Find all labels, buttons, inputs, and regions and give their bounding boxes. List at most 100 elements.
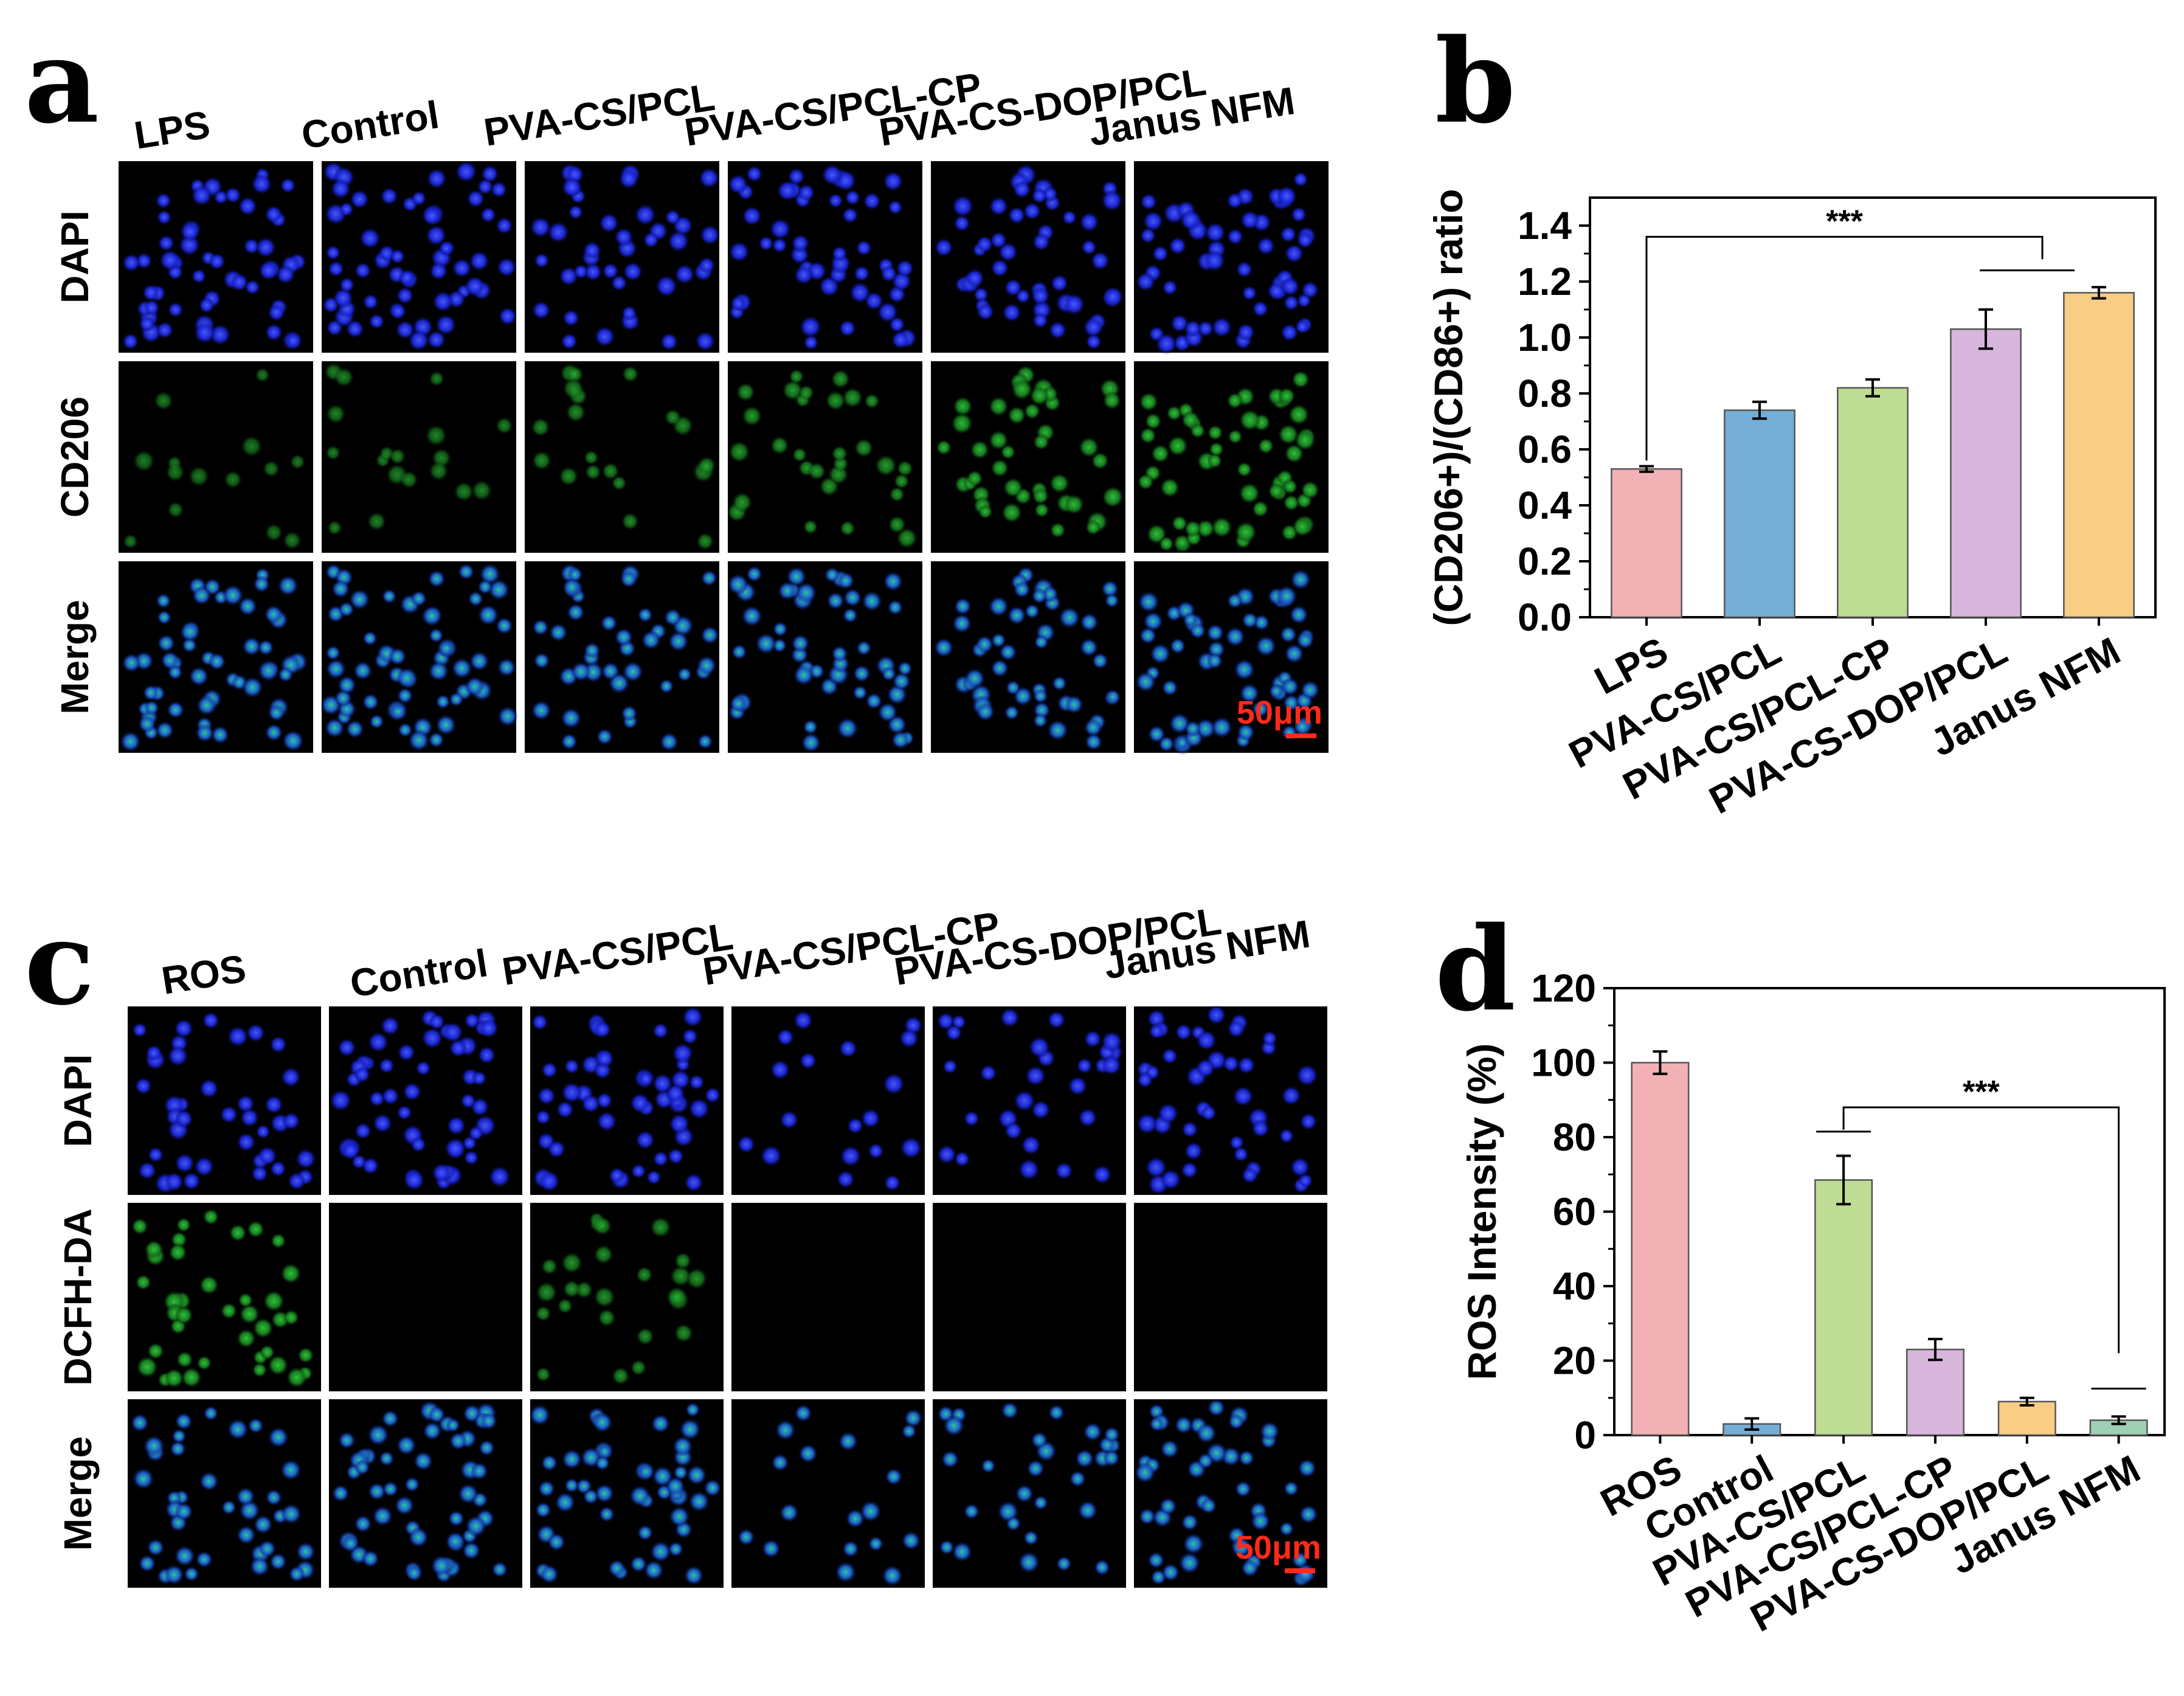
a-image-cd206-control bbox=[322, 361, 516, 553]
d-y-tick-label: 120 bbox=[1531, 966, 1596, 1010]
c-image-merge-ros bbox=[128, 1399, 321, 1588]
b-y-tick-label: 1.4 bbox=[1518, 204, 1572, 247]
c-image-dapi-janus-nfm bbox=[1134, 1005, 1327, 1195]
panel-b-bar-chart: 0.00.20.40.60.81.01.21.4LPSPVA-CS/PCLPVA… bbox=[1426, 189, 2157, 822]
d-significance-label: *** bbox=[1963, 1075, 2000, 1110]
c-scale-bar-label: 50μm bbox=[1235, 1529, 1321, 1566]
d-significance-bracket bbox=[1842, 1106, 2146, 1390]
a-image-merge-control bbox=[320, 561, 518, 753]
c-image-dcfh-da-janus-nfm bbox=[1134, 1203, 1327, 1391]
d-error-bar-pva-cs-dop-pcl bbox=[2019, 1396, 2034, 1407]
b-error-bar-janus-nfm bbox=[2092, 286, 2106, 300]
a-row-label-dapi: DAPI bbox=[53, 210, 97, 303]
a-image-dapi-pva-cs-pcl-cp bbox=[728, 161, 922, 353]
a-image-cd206-pva-cs-dop-pcl bbox=[931, 361, 1125, 553]
panel-c-label: c bbox=[24, 895, 95, 1031]
a-column-label-lps: LPS bbox=[131, 102, 213, 157]
a-row-label-merge: Merge bbox=[53, 600, 97, 715]
c-scale-bar bbox=[1285, 1568, 1315, 1573]
d-y-tick-label: 20 bbox=[1553, 1339, 1596, 1383]
b-bar-pva-cs-pcl-cp bbox=[1837, 387, 1909, 618]
c-image-dcfh-da-control bbox=[329, 1203, 522, 1391]
c-image-dapi-pva-cs-pcl bbox=[530, 1006, 724, 1195]
panel-a-label: a bbox=[24, 13, 99, 149]
b-error-bar-lps bbox=[1639, 465, 1654, 473]
c-image-merge-pva-cs-pcl bbox=[529, 1399, 724, 1588]
b-error-bar-pva-cs-dop-pcl bbox=[1978, 308, 1993, 350]
c-image-merge-pva-cs-dop-pcl bbox=[933, 1399, 1126, 1588]
a-image-dapi-janus-nfm bbox=[1134, 161, 1329, 355]
a-image-merge-pva-cs-pcl bbox=[525, 561, 719, 753]
b-y-tick-label: 1.2 bbox=[1518, 260, 1572, 303]
b-bar-janus-nfm bbox=[2063, 292, 2135, 618]
a-scale-bar bbox=[1286, 733, 1316, 738]
b-y-tick-label: 1.0 bbox=[1518, 316, 1572, 359]
b-y-tick-label: 0.6 bbox=[1518, 427, 1572, 471]
c-image-dapi-ros bbox=[128, 1006, 321, 1195]
a-image-merge-lps bbox=[119, 561, 313, 753]
b-y-axis-label: (CD206+)/(CD86+) ratio bbox=[1426, 189, 1471, 626]
d-bar-pva-cs-pcl-cp bbox=[1906, 1348, 1965, 1436]
d-y-tick-label: 60 bbox=[1553, 1190, 1596, 1234]
b-bar-lps bbox=[1611, 468, 1682, 618]
panel-d-bar-chart: 020406080100120ROSControlPVA-CS/PCLPVA-C… bbox=[1459, 966, 2166, 1640]
c-image-dapi-pva-cs-pcl-cp bbox=[731, 1006, 925, 1195]
b-y-tick-label: 0.8 bbox=[1518, 372, 1572, 415]
a-image-merge-janus-nfm bbox=[1134, 561, 1329, 755]
a-image-dapi-control bbox=[322, 161, 517, 353]
c-column-label-ros: ROS bbox=[159, 946, 249, 1003]
c-image-dcfh-da-pva-cs-pcl bbox=[530, 1203, 724, 1391]
a-image-dapi-pva-cs-pcl bbox=[525, 161, 721, 353]
b-significance-label: *** bbox=[1826, 204, 1863, 239]
c-image-merge-janus-nfm bbox=[1134, 1399, 1327, 1588]
a-image-dapi-lps bbox=[119, 161, 313, 353]
d-error-bar-janus-nfm bbox=[2111, 1415, 2126, 1425]
panel-d-label: d bbox=[1435, 901, 1516, 1037]
d-y-tick-label: 100 bbox=[1531, 1041, 1596, 1085]
a-column-label-control: Control bbox=[299, 92, 442, 157]
a-image-dapi-pva-cs-dop-pcl bbox=[931, 161, 1125, 353]
a-image-cd206-pva-cs-pcl-cp bbox=[727, 361, 922, 553]
b-significance-bracket bbox=[1645, 235, 2075, 461]
a-scale-bar-label: 50μm bbox=[1237, 694, 1322, 731]
d-y-tick-label: 40 bbox=[1553, 1264, 1596, 1308]
c-image-merge-control bbox=[329, 1399, 522, 1588]
b-y-tick-label: 0.2 bbox=[1518, 539, 1572, 583]
b-error-bar-pva-cs-pcl bbox=[1752, 400, 1767, 420]
c-image-dapi-control bbox=[329, 1006, 522, 1195]
b-error-bar-pva-cs-pcl-cp bbox=[1865, 378, 1880, 398]
c-image-merge-pva-cs-pcl-cp bbox=[731, 1399, 925, 1588]
d-bar-ros bbox=[1631, 1062, 1690, 1436]
panel-b-label: b bbox=[1435, 13, 1516, 149]
b-y-tick-label: 0.0 bbox=[1518, 595, 1572, 639]
b-y-tick-label: 0.4 bbox=[1518, 483, 1572, 527]
d-y-tick-label: 80 bbox=[1553, 1115, 1596, 1159]
c-row-label-dcfh-da: DCFH-DA bbox=[56, 1208, 100, 1386]
b-bar-pva-cs-dop-pcl bbox=[1950, 328, 2022, 618]
a-image-merge-pva-cs-dop-pcl bbox=[931, 561, 1125, 753]
a-image-cd206-janus-nfm bbox=[1134, 361, 1329, 553]
c-image-dcfh-da-pva-cs-dop-pcl bbox=[933, 1203, 1126, 1391]
c-image-dcfh-da-ros bbox=[128, 1203, 321, 1391]
d-bar-pva-cs-pcl bbox=[1814, 1179, 1873, 1436]
d-bar-pva-cs-dop-pcl bbox=[1997, 1400, 2056, 1436]
a-image-cd206-pva-cs-pcl bbox=[525, 361, 719, 553]
b-bar-pva-cs-pcl bbox=[1724, 409, 1795, 618]
d-y-tick-label: 0 bbox=[1574, 1413, 1596, 1457]
c-column-label-control: Control bbox=[347, 941, 491, 1006]
a-image-cd206-lps bbox=[119, 361, 313, 553]
d-error-bar-pva-cs-pcl-cp bbox=[1927, 1337, 1943, 1362]
a-image-merge-pva-cs-pcl-cp bbox=[727, 561, 922, 753]
panel-a-micrographs: LPS Control PVA-CS/PCLPVA-CS/PCL-CPPVA-CS-… bbox=[53, 60, 1329, 755]
c-row-label-dapi: DAPI bbox=[56, 1054, 100, 1147]
d-plot-frame bbox=[1613, 987, 2166, 1436]
d-error-bar-pva-cs-pcl bbox=[1836, 1154, 1851, 1206]
c-row-label-merge: Merge bbox=[56, 1436, 100, 1551]
d-error-bar-ros bbox=[1653, 1050, 1668, 1075]
c-image-dapi-pva-cs-dop-pcl bbox=[933, 1006, 1126, 1195]
a-row-label-cd206: CD206 bbox=[53, 396, 97, 517]
c-image-dcfh-da-pva-cs-pcl-cp bbox=[731, 1203, 925, 1391]
panel-c-micrographs: ROS Control PVA-CS/PCLPVA-CS/PCL-CPPVA-CS-… bbox=[56, 899, 1327, 1588]
d-error-bar-control bbox=[1744, 1417, 1760, 1431]
